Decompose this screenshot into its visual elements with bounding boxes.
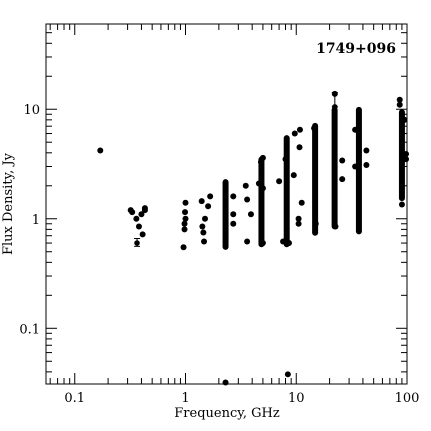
data-point — [282, 156, 289, 163]
data-point — [97, 147, 104, 154]
data-point — [182, 199, 189, 206]
data-point — [141, 207, 148, 214]
data-point — [181, 226, 188, 233]
data-point — [230, 211, 237, 218]
data-point — [332, 223, 339, 230]
data-point — [244, 196, 251, 203]
data-point — [181, 220, 188, 227]
data-point — [134, 240, 140, 246]
data-point — [199, 223, 206, 230]
data-point — [332, 104, 338, 110]
x-tick-label: 0.1 — [64, 391, 85, 406]
y-tick-label: 10 — [23, 103, 40, 118]
x-tick-label: 100 — [395, 391, 420, 406]
y-axis-title: Flux Density, Jy — [1, 152, 16, 255]
data-point — [285, 240, 292, 247]
data-point — [284, 371, 291, 378]
y-tick-label: 1 — [32, 213, 40, 228]
data-point — [331, 90, 338, 97]
data-point — [259, 154, 266, 161]
data-point — [296, 144, 303, 151]
data-point — [401, 116, 408, 123]
data-point — [363, 161, 370, 168]
y-tick-label: 0.1 — [19, 322, 40, 337]
data-point — [259, 240, 266, 247]
data-point — [398, 201, 405, 208]
data-point — [396, 101, 403, 108]
data-point — [129, 209, 136, 216]
data-point — [403, 156, 410, 163]
data-cluster — [398, 109, 405, 202]
data-point — [207, 193, 214, 200]
data-point — [230, 193, 237, 200]
data-point — [296, 126, 303, 133]
data-point — [280, 238, 287, 245]
data-point — [182, 215, 189, 222]
data-point — [230, 220, 237, 227]
data-point — [295, 220, 302, 227]
x-tick-label: 1 — [181, 391, 189, 406]
data-point — [182, 209, 189, 216]
data-cluster — [258, 156, 265, 248]
data-point — [180, 244, 187, 251]
data-point — [295, 215, 302, 222]
data-point — [352, 163, 359, 170]
data-point — [255, 180, 262, 187]
data-point — [259, 185, 266, 192]
x-tick-label: 10 — [288, 391, 305, 406]
data-cluster — [283, 135, 290, 248]
x-axis-title: Frequency, GHz — [174, 406, 280, 421]
data-point — [242, 182, 249, 189]
data-point — [202, 215, 209, 222]
data-point — [201, 238, 208, 245]
data-cluster — [355, 106, 362, 235]
data-point — [133, 215, 140, 222]
data-point — [339, 157, 346, 164]
data-point — [138, 211, 145, 218]
data-point — [312, 220, 319, 227]
data-cluster — [331, 106, 338, 230]
data-point — [135, 223, 142, 230]
data-point — [139, 231, 146, 238]
data-point — [244, 238, 251, 245]
data-point — [200, 229, 207, 236]
data-point — [291, 130, 298, 137]
data-cluster — [312, 122, 319, 236]
data-point — [222, 379, 229, 386]
data-point — [198, 198, 205, 205]
data-point — [339, 176, 346, 183]
data-point — [352, 126, 359, 133]
data-point — [205, 203, 212, 210]
data-point — [396, 96, 403, 103]
data-point — [403, 151, 410, 158]
data-point — [247, 211, 254, 218]
data-point — [363, 147, 370, 154]
data-point — [290, 172, 297, 179]
data-point — [298, 199, 305, 206]
data-point — [311, 125, 318, 132]
data-point — [276, 178, 283, 185]
data-cluster — [222, 179, 229, 250]
source-name-label: 1749+096 — [316, 41, 396, 57]
